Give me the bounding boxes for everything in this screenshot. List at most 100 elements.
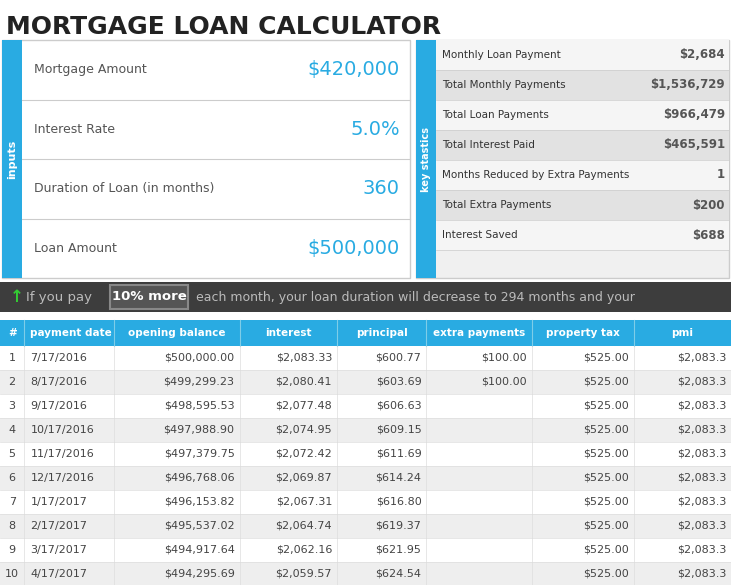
- Text: $525.00: $525.00: [583, 497, 629, 507]
- Text: Mortgage Amount: Mortgage Amount: [34, 63, 147, 76]
- FancyBboxPatch shape: [0, 490, 731, 514]
- Text: Interest Saved: Interest Saved: [442, 230, 518, 240]
- Text: 2/17/2017: 2/17/2017: [31, 521, 88, 531]
- Text: $614.24: $614.24: [376, 473, 421, 483]
- Text: Months Reduced by Extra Payments: Months Reduced by Extra Payments: [442, 170, 629, 180]
- FancyBboxPatch shape: [2, 40, 22, 278]
- Text: 5: 5: [9, 449, 15, 459]
- Text: $2,067.31: $2,067.31: [276, 497, 332, 507]
- FancyBboxPatch shape: [0, 320, 731, 346]
- Text: 7: 7: [9, 497, 16, 507]
- Text: $2,059.57: $2,059.57: [276, 569, 332, 579]
- Text: $609.15: $609.15: [376, 425, 421, 435]
- Text: $616.80: $616.80: [376, 497, 421, 507]
- Text: 10% more: 10% more: [112, 291, 186, 304]
- Text: 1: 1: [9, 353, 15, 363]
- Text: $500,000: $500,000: [308, 239, 400, 258]
- Text: $497,988.90: $497,988.90: [164, 425, 235, 435]
- Text: 8/17/2016: 8/17/2016: [31, 377, 87, 387]
- Text: principal: principal: [356, 328, 408, 338]
- Text: payment date: payment date: [31, 328, 112, 338]
- Text: $496,768.06: $496,768.06: [164, 473, 235, 483]
- Text: 3: 3: [9, 401, 15, 411]
- Text: $600.77: $600.77: [376, 353, 421, 363]
- Text: $525.00: $525.00: [583, 377, 629, 387]
- Text: $688: $688: [692, 229, 725, 242]
- FancyBboxPatch shape: [0, 562, 731, 585]
- Text: $621.95: $621.95: [376, 545, 421, 555]
- FancyBboxPatch shape: [436, 70, 729, 100]
- Text: $100.00: $100.00: [482, 353, 527, 363]
- Text: key stastics: key stastics: [421, 126, 431, 191]
- Text: $200: $200: [692, 198, 725, 212]
- Text: 12/17/2016: 12/17/2016: [31, 473, 94, 483]
- Text: Total Extra Payments: Total Extra Payments: [442, 200, 551, 210]
- Text: $525.00: $525.00: [583, 449, 629, 459]
- Text: $624.54: $624.54: [376, 569, 421, 579]
- Text: $525.00: $525.00: [583, 401, 629, 411]
- Text: $2,080.41: $2,080.41: [276, 377, 332, 387]
- Text: $497,379.75: $497,379.75: [164, 449, 235, 459]
- Text: $525.00: $525.00: [583, 521, 629, 531]
- Text: 360: 360: [363, 179, 400, 198]
- FancyBboxPatch shape: [0, 394, 731, 418]
- Text: 1/17/2017: 1/17/2017: [31, 497, 87, 507]
- Text: $498,595.53: $498,595.53: [164, 401, 235, 411]
- Text: Total Monthly Payments: Total Monthly Payments: [442, 80, 566, 90]
- FancyBboxPatch shape: [0, 312, 731, 320]
- FancyBboxPatch shape: [0, 514, 731, 538]
- Text: 10: 10: [5, 569, 19, 579]
- Text: inputs: inputs: [7, 139, 17, 178]
- FancyBboxPatch shape: [416, 40, 436, 278]
- FancyBboxPatch shape: [0, 538, 731, 562]
- Text: $2,064.74: $2,064.74: [276, 521, 332, 531]
- Text: each month, your loan duration will decrease to 294 months and your: each month, your loan duration will decr…: [196, 291, 635, 304]
- FancyBboxPatch shape: [0, 442, 731, 466]
- Text: Total Loan Payments: Total Loan Payments: [442, 110, 549, 120]
- Text: interest: interest: [265, 328, 311, 338]
- FancyBboxPatch shape: [436, 130, 729, 160]
- Text: $611.69: $611.69: [376, 449, 421, 459]
- Text: 8: 8: [9, 521, 16, 531]
- Text: Total Interest Paid: Total Interest Paid: [442, 140, 535, 150]
- FancyBboxPatch shape: [416, 40, 729, 278]
- Text: 2: 2: [9, 377, 16, 387]
- FancyBboxPatch shape: [110, 285, 188, 309]
- Text: $2,062.16: $2,062.16: [276, 545, 332, 555]
- FancyBboxPatch shape: [436, 100, 729, 130]
- Text: $500,000.00: $500,000.00: [164, 353, 235, 363]
- Text: $495,537.02: $495,537.02: [164, 521, 235, 531]
- Text: $2,077.48: $2,077.48: [276, 401, 332, 411]
- Text: $2,074.95: $2,074.95: [276, 425, 332, 435]
- Text: $603.69: $603.69: [376, 377, 421, 387]
- FancyBboxPatch shape: [436, 40, 729, 70]
- Text: 4: 4: [9, 425, 16, 435]
- Text: 6: 6: [9, 473, 15, 483]
- Text: $2,083.3: $2,083.3: [677, 401, 726, 411]
- Text: 9: 9: [9, 545, 16, 555]
- FancyBboxPatch shape: [0, 466, 731, 490]
- Text: $525.00: $525.00: [583, 473, 629, 483]
- Text: $465,591: $465,591: [663, 139, 725, 152]
- Text: 1: 1: [717, 168, 725, 181]
- Text: $2,083.33: $2,083.33: [276, 353, 332, 363]
- FancyBboxPatch shape: [436, 220, 729, 250]
- Text: $2,069.87: $2,069.87: [276, 473, 332, 483]
- FancyBboxPatch shape: [0, 346, 731, 370]
- Text: $2,083.3: $2,083.3: [677, 425, 726, 435]
- Text: ↑: ↑: [10, 288, 24, 306]
- Text: 5.0%: 5.0%: [350, 120, 400, 139]
- FancyBboxPatch shape: [0, 418, 731, 442]
- FancyBboxPatch shape: [0, 370, 731, 394]
- Text: $525.00: $525.00: [583, 425, 629, 435]
- Text: Duration of Loan (in months): Duration of Loan (in months): [34, 183, 214, 195]
- Text: $2,684: $2,684: [679, 49, 725, 61]
- Text: 7/17/2016: 7/17/2016: [31, 353, 87, 363]
- FancyBboxPatch shape: [2, 40, 410, 278]
- Text: 3/17/2017: 3/17/2017: [31, 545, 87, 555]
- Text: $1,536,729: $1,536,729: [651, 78, 725, 91]
- Text: MORTGAGE LOAN CALCULATOR: MORTGAGE LOAN CALCULATOR: [6, 15, 441, 39]
- Text: Interest Rate: Interest Rate: [34, 123, 115, 136]
- Text: $420,000: $420,000: [308, 60, 400, 79]
- Text: $494,917.64: $494,917.64: [164, 545, 235, 555]
